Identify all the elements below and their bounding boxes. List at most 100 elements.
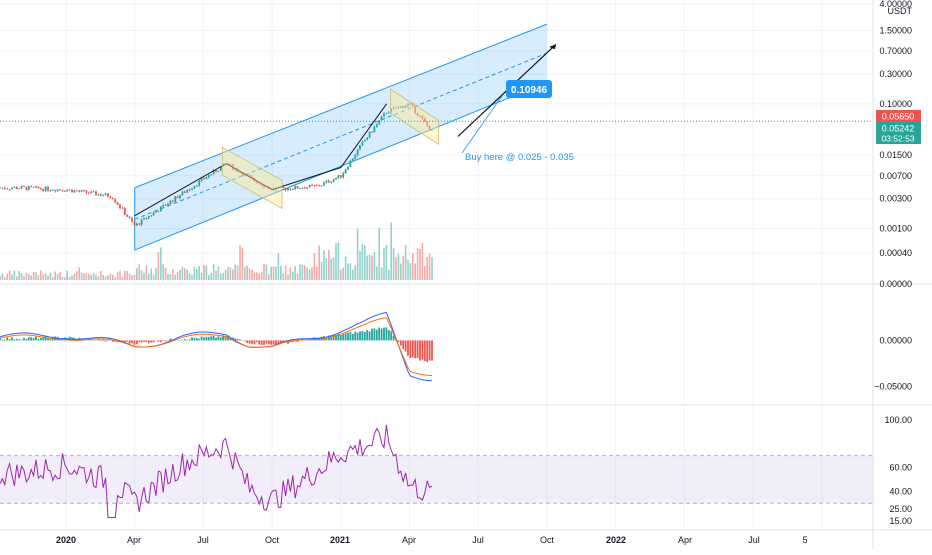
volume-bar: [393, 248, 395, 280]
candle-body: [179, 195, 181, 198]
candle-body: [352, 159, 354, 161]
volume-bar: [105, 276, 107, 280]
macd-histogram-bar: [352, 334, 354, 340]
volume-bar: [177, 272, 179, 280]
macd-histogram-bar: [9, 339, 11, 340]
volume-bar: [76, 271, 78, 280]
macd-axis[interactable]: 0.00000−0.05000: [874, 335, 912, 391]
rsi-tick-label: 60.00: [889, 463, 912, 473]
candle-body: [40, 188, 42, 189]
macd-histogram-bar: [405, 340, 407, 351]
candle-body: [98, 194, 100, 195]
volume-bar: [354, 265, 356, 280]
volume-bar: [328, 250, 330, 280]
candle-body: [215, 170, 217, 172]
volume-bar: [131, 275, 133, 280]
macd-histogram-bar: [23, 338, 25, 341]
macd-histogram-bar: [28, 337, 30, 340]
rsi-tick-label: 100.00: [884, 415, 912, 425]
macd-histogram-bar: [359, 331, 361, 340]
volume-bar: [357, 229, 359, 280]
volume-bar: [290, 267, 292, 280]
volume-bar: [321, 262, 323, 280]
target-label: 0.10946: [511, 85, 548, 96]
candle-body: [323, 182, 325, 185]
volume-bar: [417, 248, 419, 280]
candle-body: [11, 188, 13, 189]
volume-bar: [78, 267, 80, 280]
macd-histogram-bar: [184, 339, 186, 340]
volume-bar: [422, 243, 424, 280]
candle-body: [191, 189, 193, 190]
candle-body: [155, 211, 157, 212]
volume-bar: [100, 271, 102, 280]
candle-body: [4, 188, 6, 189]
candle-body: [62, 190, 64, 191]
macd-histogram-bar: [38, 339, 40, 340]
candle-body: [369, 132, 371, 138]
candle-body: [117, 202, 119, 204]
candle-body: [292, 189, 294, 190]
volume-bar: [297, 274, 299, 280]
macd-histogram-bar: [357, 333, 359, 341]
macd-histogram-bar: [261, 340, 263, 344]
volume-bar: [405, 245, 407, 280]
volume-bar: [431, 257, 433, 280]
target-callout[interactable]: 0.10946: [506, 80, 552, 98]
candle-body: [148, 216, 150, 218]
volume-bar: [359, 251, 361, 280]
volume-bar: [98, 276, 100, 280]
macd-histogram-bar: [354, 332, 356, 341]
macd-histogram-bar: [105, 340, 107, 341]
candle-body: [122, 208, 124, 209]
candle-body: [345, 169, 347, 173]
macd-histogram-bar: [366, 330, 368, 340]
macd-histogram-bar: [350, 332, 352, 340]
volume-bar: [366, 256, 368, 280]
volume-bar: [136, 268, 138, 280]
candle-body: [189, 190, 191, 191]
volume-bar: [198, 266, 200, 280]
volume-bar: [196, 269, 198, 280]
volume-bar: [208, 275, 210, 280]
candle-body: [306, 187, 308, 188]
macd-histogram-bar: [383, 328, 385, 341]
volume-bar: [426, 257, 428, 280]
last-price-value: 0.05650: [882, 112, 915, 122]
candle-body: [206, 178, 208, 180]
volume-bar: [266, 264, 268, 280]
candle-body: [299, 188, 301, 189]
volume-bar: [40, 270, 42, 280]
candle-body: [131, 218, 133, 221]
candle-body: [342, 173, 344, 177]
candle-body: [90, 192, 92, 194]
volume-bar: [170, 274, 172, 280]
macd-histogram-bar: [381, 328, 383, 340]
macd-histogram-bar: [141, 340, 143, 342]
volume-bar: [412, 254, 414, 280]
rsi-tick-label: 40.00: [889, 486, 912, 496]
candle-body: [347, 167, 349, 169]
volume-bar: [386, 245, 388, 280]
price-tick-label: 0.70000: [879, 46, 912, 56]
candle-body: [126, 215, 128, 217]
macd-histogram-bar: [21, 340, 23, 341]
volume-bar: [273, 266, 275, 280]
price-unit-label: USDT: [888, 6, 913, 16]
price-tick-label: 1.50000: [879, 26, 912, 36]
volume-bar: [345, 256, 347, 280]
volume-bar: [419, 249, 421, 280]
macd-histogram-bar: [254, 340, 256, 344]
volume-bar: [294, 266, 296, 280]
price-tick-label: 0.00700: [879, 171, 912, 181]
candle-body: [218, 171, 220, 172]
macd-histogram-bar: [16, 339, 18, 340]
candle-body: [143, 218, 145, 219]
volume-bar: [18, 271, 20, 280]
volume-bar: [148, 274, 150, 280]
volume-bar: [110, 274, 112, 280]
